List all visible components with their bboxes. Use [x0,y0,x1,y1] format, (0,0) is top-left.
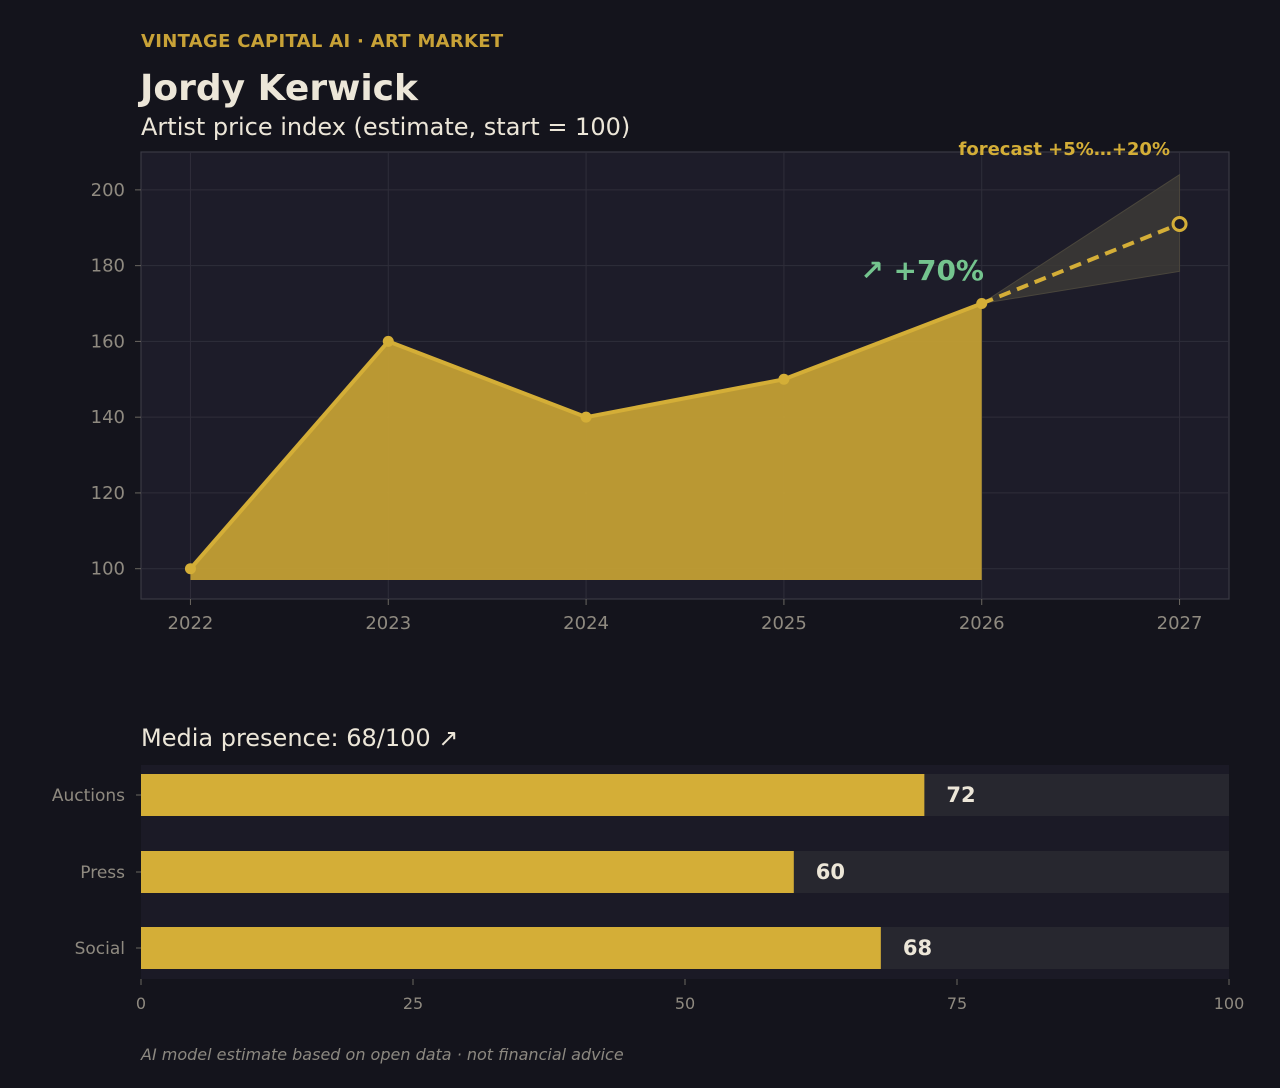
media-presence-title: Media presence: 68/100 ↗ [141,724,459,752]
x-tick-label: 0 [136,994,146,1013]
y-tick-label: 200 [91,180,125,201]
x-tick-label: 2024 [563,613,609,634]
price-area-fill [190,303,982,580]
forecast-point [1171,215,1188,232]
y-tick-label: 120 [91,483,125,504]
bar-track [141,774,1229,816]
forecast-line [980,222,1181,306]
growth-annotation: ↗ +70% [860,254,984,287]
bar-value-label: 68 [903,936,932,960]
price-index-title: Artist price index (estimate, start = 10… [141,113,631,141]
category-label: Auctions [52,786,125,806]
x-tick-label: 100 [1214,994,1245,1013]
y-tick-label: 160 [91,331,125,352]
bar-press [141,851,794,893]
y-tick-label: 140 [91,407,125,428]
x-tick-label: 25 [403,994,423,1013]
price-point [184,563,196,575]
price-point [382,335,394,347]
x-tick-label: 50 [675,994,695,1013]
category-label: Press [80,863,125,883]
price-point [976,298,988,310]
bar-value-label: 60 [816,860,845,884]
bar-auctions [141,774,925,816]
x-tick-label: 2026 [959,613,1005,634]
bar-track [141,927,1229,969]
x-tick-label: 2027 [1157,613,1203,634]
x-tick-label: 2023 [365,613,411,634]
disclaimer-note: AI model estimate based on open data · n… [141,1045,624,1064]
price-point [580,411,592,423]
category-label: Social [75,939,125,959]
bar-social [141,927,881,969]
bar-plot-area [141,765,1229,979]
x-tick-label: 2022 [168,613,214,634]
bar-track [141,851,1229,893]
bar-value-label: 72 [946,783,975,807]
brand-label: VINTAGE CAPITAL AI · ART MARKET [141,31,504,52]
y-tick-label: 180 [91,256,125,277]
forecast-label: forecast +5%…+20% [959,139,1171,160]
artist-name: Jordy Kerwick [140,68,418,109]
y-tick-label: 100 [91,559,125,580]
x-tick-label: 2025 [761,613,807,634]
x-tick-label: 75 [947,994,967,1013]
price-point [778,373,790,385]
price-index-chart: 2022 2023 2024 2025 2026 2027 100 120 140 160 180 2… [91,139,1230,634]
